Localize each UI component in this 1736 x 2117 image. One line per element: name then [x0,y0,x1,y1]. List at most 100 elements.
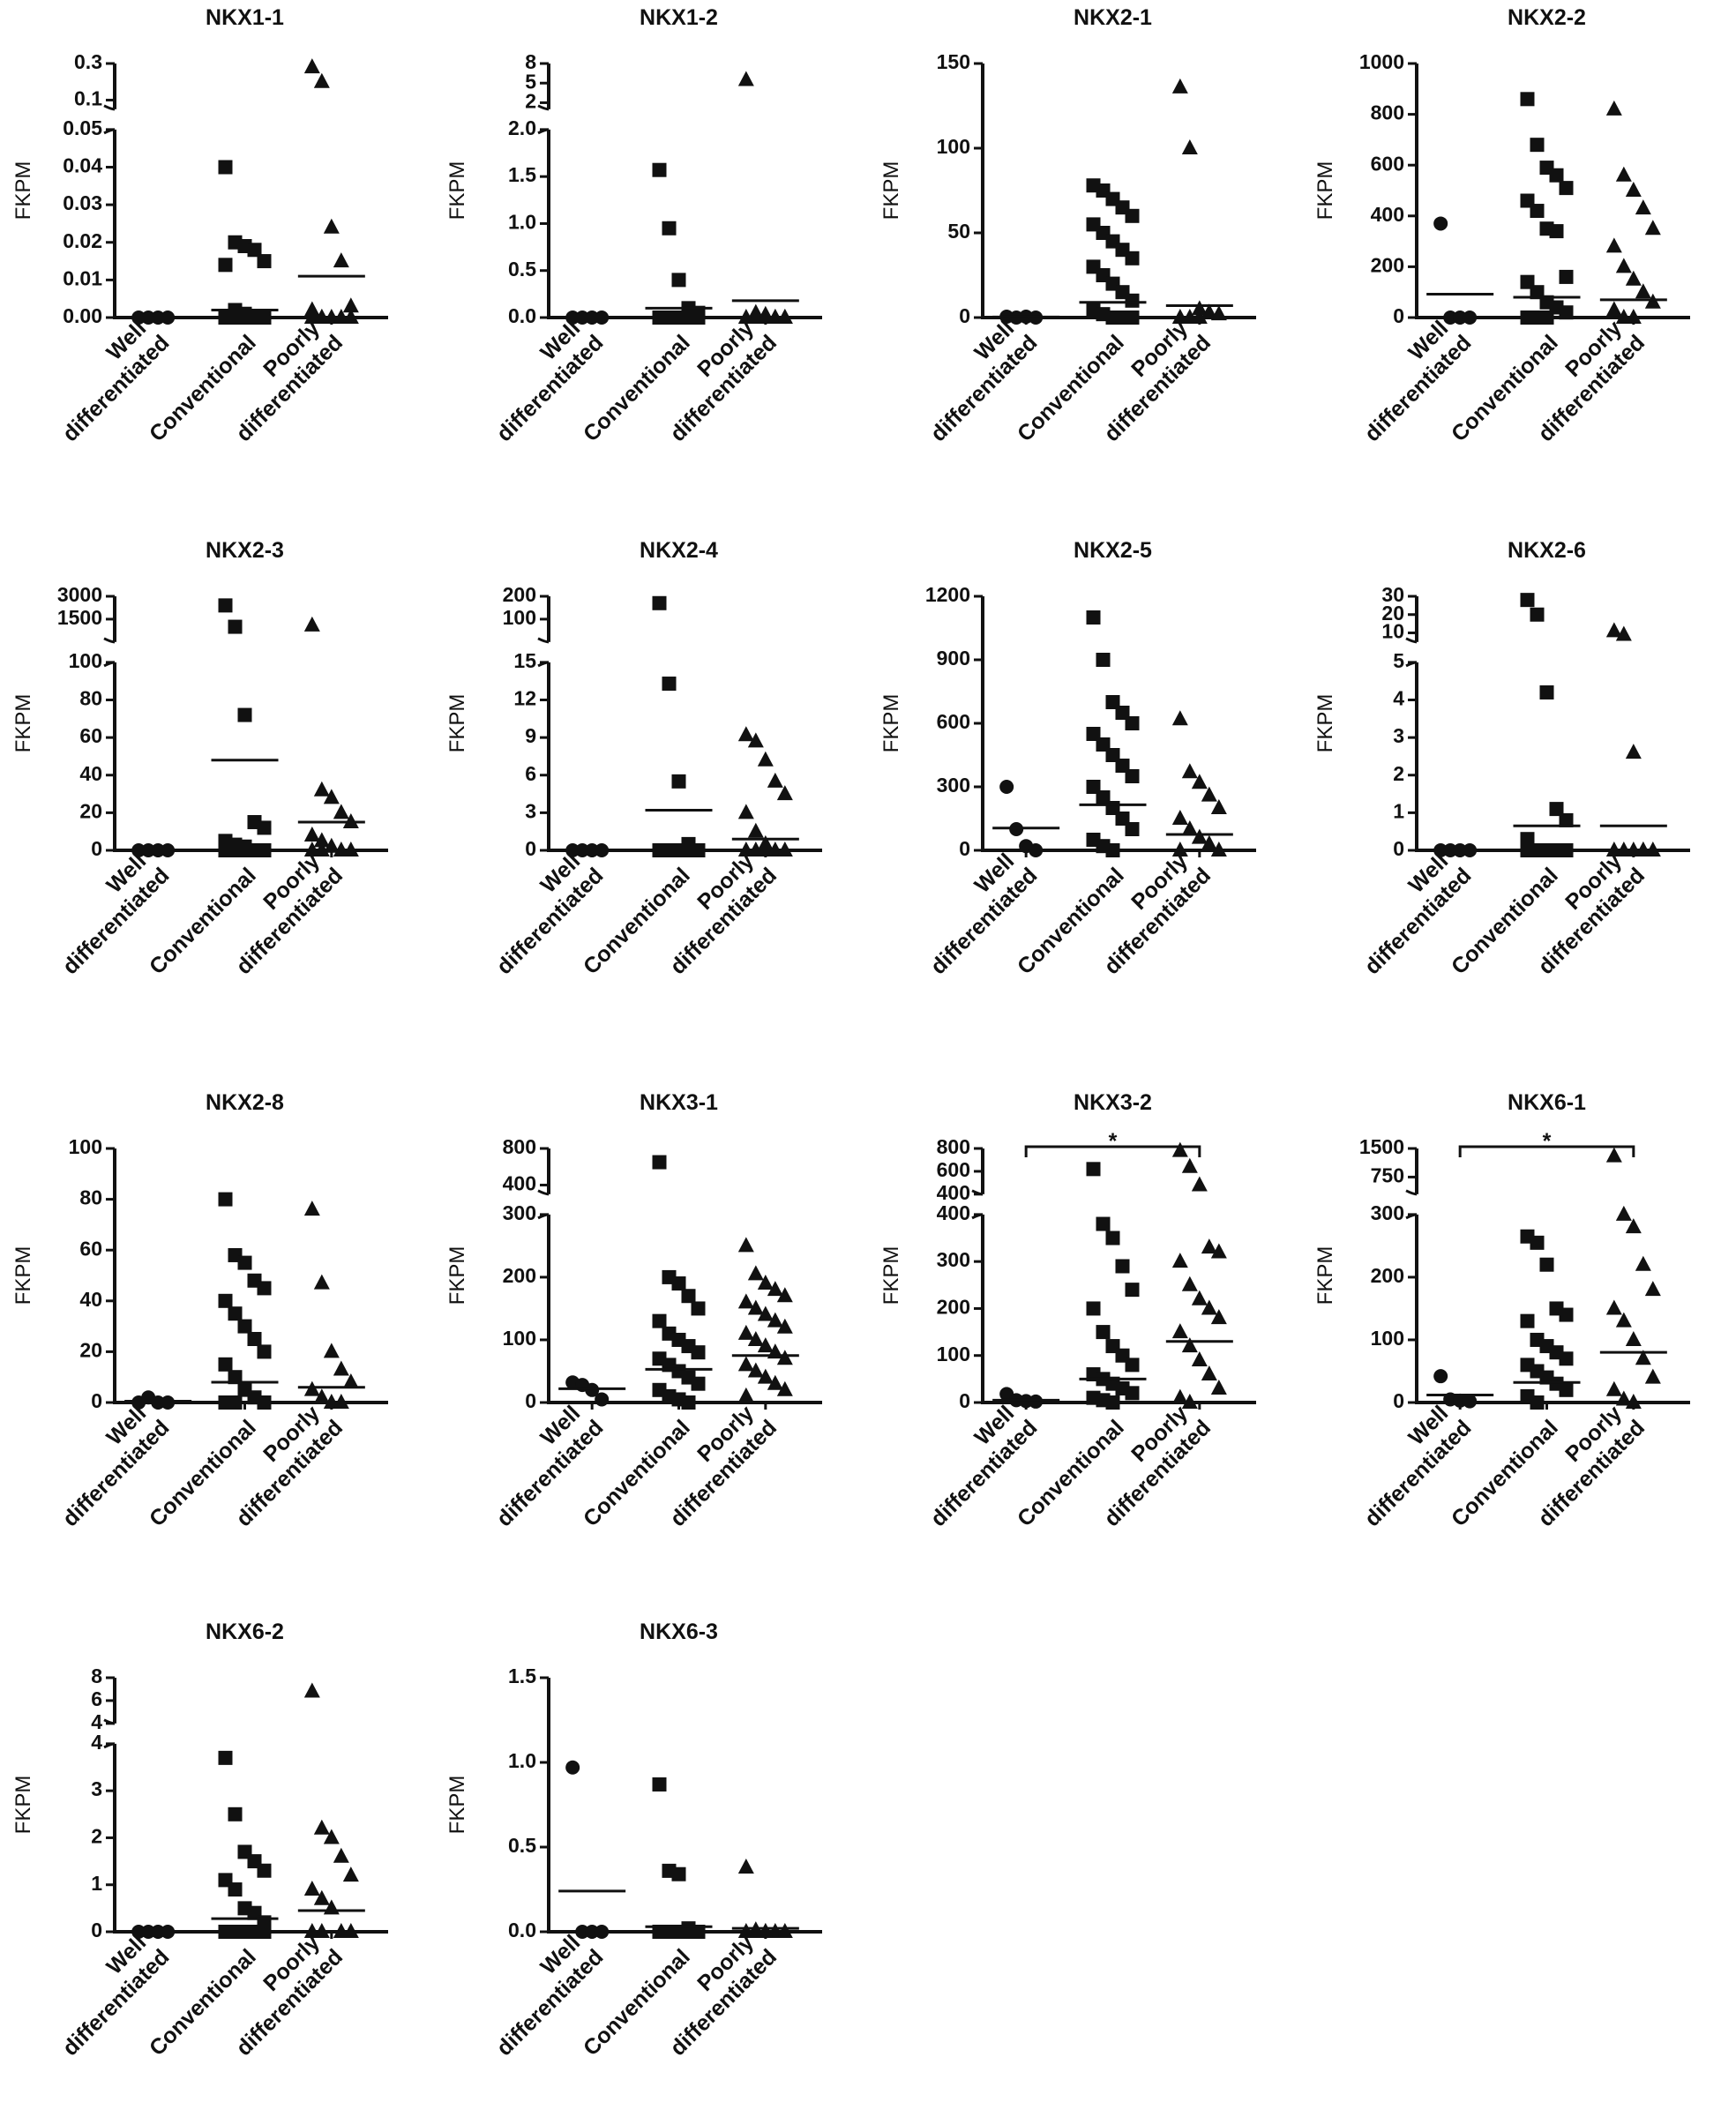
y-tick-label: 1.5 [508,163,536,186]
triangle-point [313,1923,330,1938]
triangle-point [333,1394,349,1409]
circle-point [585,1925,600,1939]
y-tick-label: 20 [1381,602,1404,625]
y-tick-label: 5 [525,70,536,93]
significance-bracket [1024,1145,1201,1157]
triangle-point [323,837,340,853]
square-point [1539,684,1554,699]
significance-bracket [1458,1145,1635,1157]
triangle-point [747,732,764,748]
square-point [247,243,262,258]
square-point [671,774,686,789]
triangle-point [1625,1330,1642,1346]
square-point [1530,204,1545,219]
square-point [237,843,252,857]
triangle-point [757,1337,774,1353]
square-point [1530,1235,1545,1250]
y-axis-label: FKPM [11,161,35,221]
y-tick-label: 800 [1371,101,1404,124]
square-point [691,843,706,857]
triangle-point [1635,842,1651,857]
square-point [1530,1395,1545,1410]
triangle-point [303,1682,320,1698]
square-point [1559,305,1574,320]
triangle-point [757,1368,774,1384]
axis-break [537,1189,550,1196]
triangle-point [1625,744,1642,759]
chart-title: NKX2-8 [206,1090,284,1115]
x-tick-label: Poorly differentiated [647,311,782,446]
triangle-point [737,1859,754,1874]
y-tick-label: 400 [1371,203,1404,226]
square-point [1559,269,1574,284]
x-tick-label: Poorly differentiated [647,1396,782,1531]
y-tick-label: 200 [937,1296,970,1319]
chart-title: NKX6-3 [640,1620,718,1644]
square-point [1125,251,1140,266]
x-tick-label: Poorly differentiated [213,311,348,446]
triangle-point [1181,763,1198,779]
y-tick-label: 30 [1381,583,1404,606]
triangle-point [737,1387,754,1403]
y-tick-label: 0.1 [74,87,102,110]
circle-point [565,1760,580,1775]
square-point [1125,293,1140,308]
triangle-point [1181,1275,1198,1291]
square-point [257,1281,272,1296]
y-tick-label: 0 [91,837,102,860]
square-point [652,162,667,177]
circle-point [595,1925,610,1939]
triangle-point [1635,1255,1651,1271]
triangle-point [342,1373,359,1388]
square-point [228,619,243,634]
x-tick-label: Poorly differentiated [1515,311,1650,446]
square-point [228,1370,243,1385]
square-point [1559,1351,1574,1366]
y-tick-label: 400 [937,1181,970,1204]
triangle-point [757,1275,774,1290]
triangle-point [1615,1390,1632,1406]
axis-break [103,637,116,644]
triangle-point [313,842,330,857]
x-tick-label: Poorly differentiated [1081,844,1216,979]
triangle-point [757,751,774,767]
y-tick-label: 80 [79,1186,102,1209]
triangle-point [776,785,793,801]
y-tick-label: 200 [1371,1264,1404,1287]
chart-title: NKX2-3 [206,538,284,563]
triangle-point [342,1866,359,1882]
triangle-point [1210,305,1227,321]
y-tick-label: 9 [525,724,536,747]
y-tick-label: 200 [1371,253,1404,276]
triangle-point [1201,1365,1217,1381]
axis-break [537,104,550,111]
y-axis-label: FKPM [445,1776,469,1835]
square-point [1549,224,1564,239]
y-tick-label: 800 [937,1135,970,1158]
triangle-point [1644,1368,1661,1384]
x-tick-label: Poorly differentiated [1081,311,1216,446]
square-point [662,310,677,325]
triangle-point [1210,799,1227,814]
square-point [257,1344,272,1359]
triangle-point [1171,1323,1188,1339]
triangle-point [323,218,340,234]
triangle-point [1181,1157,1198,1173]
y-tick-label: 15 [513,649,536,672]
triangle-point [303,301,320,317]
y-axis-label: FKPM [445,694,469,753]
square-point [1549,802,1564,817]
square-point [1125,310,1140,325]
triangle-point [1615,258,1632,273]
y-tick-label: 4 [91,1710,102,1733]
triangle-point [1625,1218,1642,1234]
triangle-point [747,1299,764,1315]
circle-point [1453,310,1468,325]
square-point [237,707,252,722]
y-tick-label: 100 [503,606,536,629]
